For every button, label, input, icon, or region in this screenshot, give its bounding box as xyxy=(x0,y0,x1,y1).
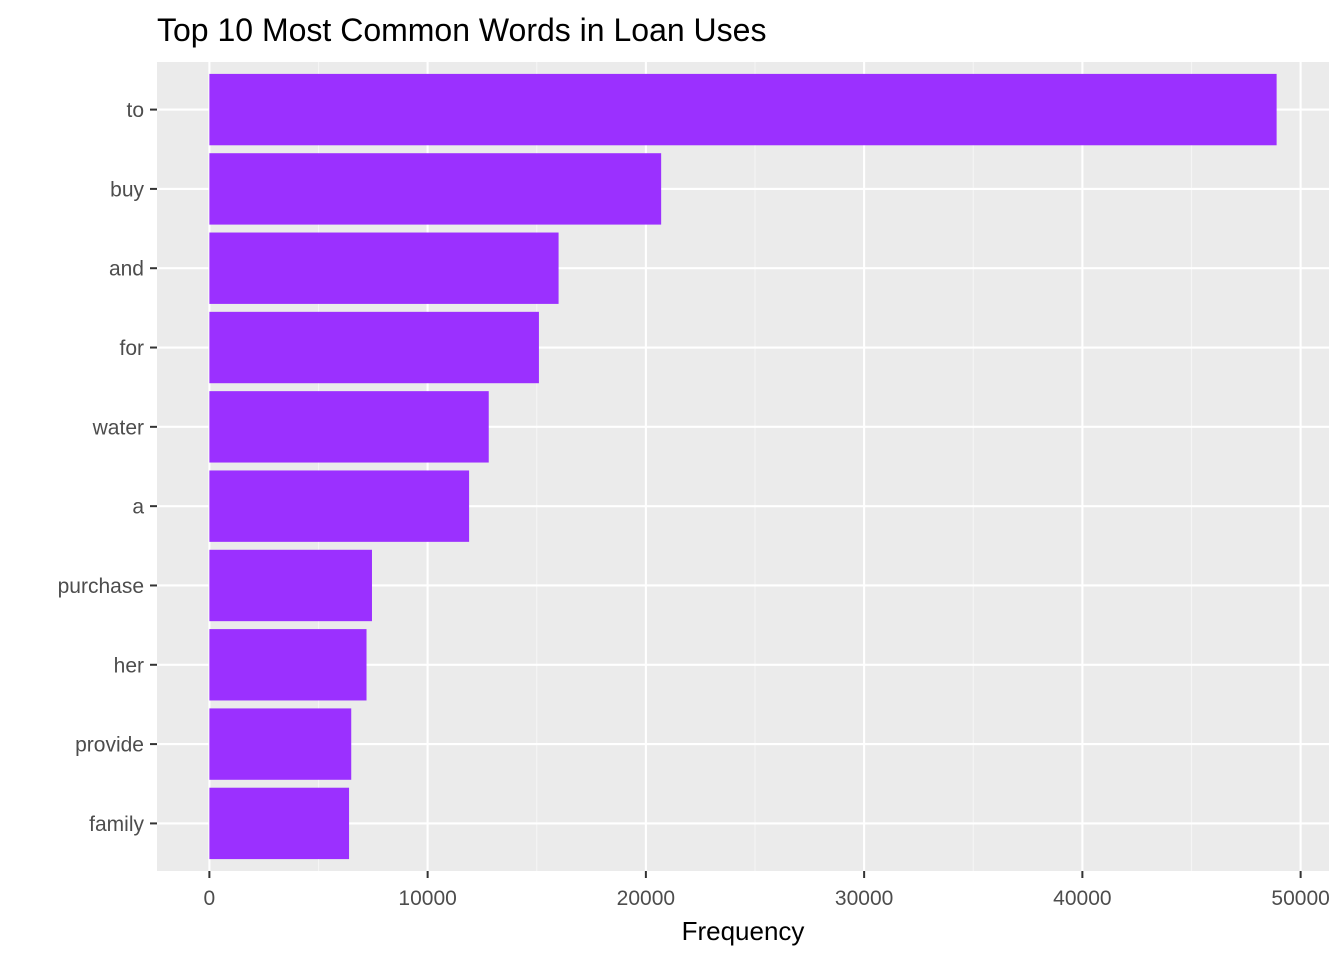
chart-title: Top 10 Most Common Words in Loan Uses xyxy=(157,12,766,48)
y-tick-label: her xyxy=(114,654,144,677)
bar-purchase xyxy=(209,549,372,622)
y-tick-label: for xyxy=(119,337,144,360)
y-tick-label: purchase xyxy=(58,575,144,598)
y-tick-label: to xyxy=(126,99,144,122)
bar-for xyxy=(209,311,539,384)
y-tick-label: and xyxy=(109,258,144,281)
bars xyxy=(209,73,1277,860)
bar-family xyxy=(209,787,350,860)
bar-and xyxy=(209,232,559,304)
y-tick-label: water xyxy=(92,416,144,439)
y-tick-label: buy xyxy=(110,178,144,201)
x-axis: 0 10000 20000 30000 40000 50000 xyxy=(204,871,1330,910)
x-tick-label: 20000 xyxy=(617,887,675,910)
x-tick-label: 10000 xyxy=(398,887,456,910)
x-tick-label: 40000 xyxy=(1053,887,1111,910)
x-axis-title: Frequency xyxy=(682,916,805,946)
bar-water xyxy=(209,391,489,463)
y-tick-label: provide xyxy=(75,734,144,757)
bar-a xyxy=(209,470,470,542)
bar-provide xyxy=(209,708,352,780)
x-tick-label: 0 xyxy=(204,887,216,910)
y-tick-label: a xyxy=(132,496,144,519)
bar-buy xyxy=(209,153,662,225)
y-tick-label: family xyxy=(89,813,144,836)
x-tick-label: 30000 xyxy=(835,887,893,910)
x-tick-label: 50000 xyxy=(1271,887,1329,910)
y-axis: to buy and for water a purchase her provide famil… xyxy=(58,99,157,836)
bar-to xyxy=(209,73,1277,146)
bar-her xyxy=(209,629,367,701)
